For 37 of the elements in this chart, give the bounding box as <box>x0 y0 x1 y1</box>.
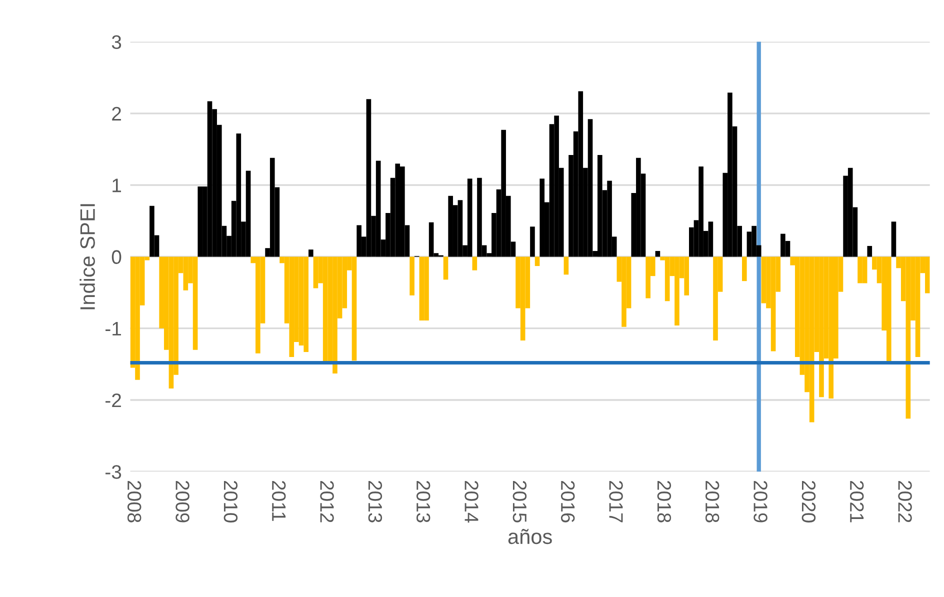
bar <box>742 256 747 282</box>
x-tick-label: 2021 <box>850 480 864 522</box>
y-tick-label: -2 <box>106 393 121 408</box>
bar <box>410 256 414 296</box>
x-tick-label: 2009 <box>176 480 190 522</box>
bar <box>308 250 314 257</box>
x-tick-label: 2015 <box>512 480 527 522</box>
x-tick-label: 2018 <box>657 480 672 522</box>
y-tick-label: 0 <box>112 250 122 264</box>
x-tick-label: 2014 <box>464 480 478 523</box>
x-tick-label: 2008 <box>127 480 142 522</box>
bar <box>534 256 540 266</box>
x-tick-label: 2020 <box>802 480 816 522</box>
bar <box>891 222 896 257</box>
x-tick-label: 2012 <box>320 480 334 522</box>
x-tick-label: 2017 <box>609 480 623 522</box>
bar <box>867 246 872 257</box>
y-tick-label: -1 <box>106 322 121 336</box>
x-axis-title: años <box>508 528 552 544</box>
bar <box>564 256 569 275</box>
y-tick-label: 1 <box>112 178 121 192</box>
y-tick-label: 3 <box>112 35 122 50</box>
x-tick-label: 2022 <box>898 480 912 522</box>
x-tick-label: 2011 <box>272 480 286 521</box>
y-tick-label: 2 <box>112 106 121 120</box>
bar <box>472 256 478 270</box>
y-axis-title: Indice SPEI <box>80 204 95 310</box>
x-tick-label: 2018 <box>705 480 720 522</box>
y-tick-label: -3 <box>106 465 122 479</box>
x-tick-label: 2010 <box>224 480 238 522</box>
x-tick-label: 2019 <box>754 480 768 522</box>
bar <box>530 226 535 257</box>
bar <box>655 250 660 257</box>
bar <box>443 256 448 280</box>
x-tick-label: 2016 <box>560 480 575 522</box>
x-tick-label: 2013 <box>416 480 430 522</box>
x-tick-label: 2013 <box>368 480 382 522</box>
